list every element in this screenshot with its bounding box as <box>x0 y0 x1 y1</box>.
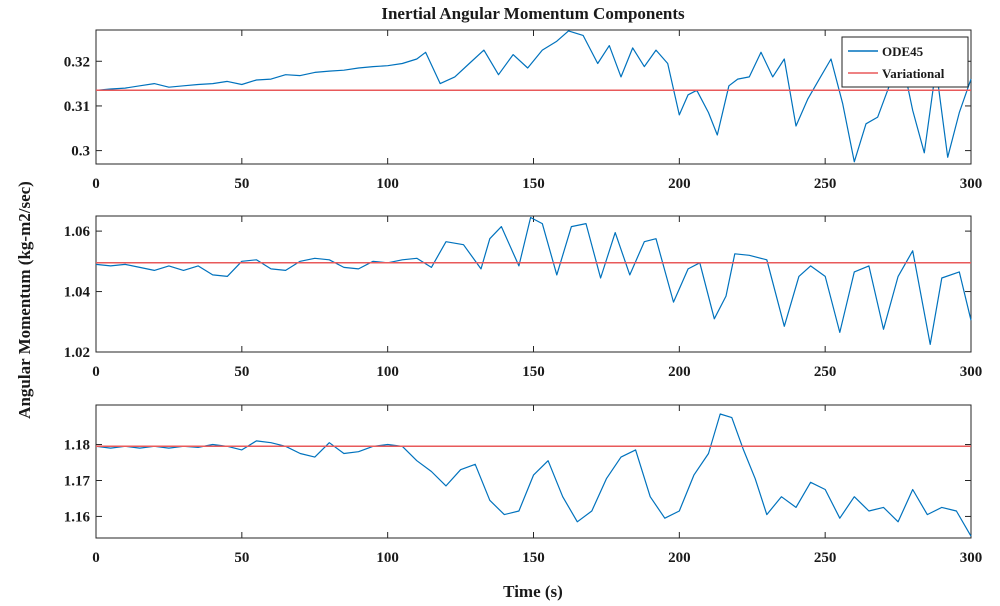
x-tick-label: 150 <box>522 176 545 192</box>
series-line-ode45-2 <box>95 216 972 345</box>
x-tick-label: 100 <box>376 176 399 192</box>
x-tick-label: 300 <box>960 364 983 380</box>
subplot-1: 0 50 100 150 200 250 300 0.3 0.31 0.32 <box>64 29 983 192</box>
series-line-ode45-3 <box>95 413 972 537</box>
series-line-ode45-1 <box>95 30 972 163</box>
x-tick-label: 0 <box>92 550 100 566</box>
x-tick-label: 50 <box>234 364 249 380</box>
x-tick-label: 50 <box>234 550 249 566</box>
legend: ODE45 Variational <box>841 36 969 88</box>
y-axis-label: Angular Momentum (kg-m2/sec) <box>15 181 34 419</box>
x-tick-label: 200 <box>668 550 691 566</box>
x-tick-label: 300 <box>960 176 983 192</box>
y-tick-label: 1.06 <box>64 224 91 240</box>
x-tick-label: 250 <box>814 550 837 566</box>
x-tick-label: 150 <box>522 550 545 566</box>
y-tick-label: 1.04 <box>64 285 91 301</box>
chart-title: Inertial Angular Momentum Components <box>381 4 685 23</box>
x-tick-label: 0 <box>92 176 100 192</box>
x-tick-label: 100 <box>376 364 399 380</box>
x-tick-label: 200 <box>668 176 691 192</box>
x-tick-label: 100 <box>376 550 399 566</box>
legend-variational-label: Variational <box>882 66 945 81</box>
x-tick-label: 150 <box>522 364 545 380</box>
x-tick-label: 50 <box>234 176 249 192</box>
plot-area-1 <box>95 29 972 165</box>
x-tick-label: 0 <box>92 364 100 380</box>
y-tick-label: 0.32 <box>64 54 90 70</box>
plot-area-2 <box>95 215 972 353</box>
y-tick-label: 0.3 <box>71 144 90 160</box>
plot-area-3 <box>95 404 972 539</box>
x-tick-label: 250 <box>814 364 837 380</box>
y-tick-label: 1.17 <box>64 473 91 489</box>
y-tick-label: 1.18 <box>64 438 90 454</box>
legend-box <box>841 36 969 88</box>
x-tick-label: 200 <box>668 364 691 380</box>
y-tick-label: 1.16 <box>64 509 91 525</box>
subplots-group: 0 50 100 150 200 250 300 0.3 0.31 0.32 0 50 100 150 20… <box>64 29 983 566</box>
subplot-2: 0 50 100 150 200 250 300 1.02 1.04 1.06 <box>64 215 983 380</box>
subplot-3: 0 50 100 150 200 250 300 1.16 1.17 1.18 <box>64 404 983 566</box>
x-tick-label: 250 <box>814 176 837 192</box>
y-tick-label: 1.02 <box>64 345 90 361</box>
x-tick-label: 300 <box>960 550 983 566</box>
x-axis-label: Time (s) <box>503 582 563 601</box>
y-tick-label: 0.31 <box>64 99 90 115</box>
legend-ode45-label: ODE45 <box>882 44 924 59</box>
